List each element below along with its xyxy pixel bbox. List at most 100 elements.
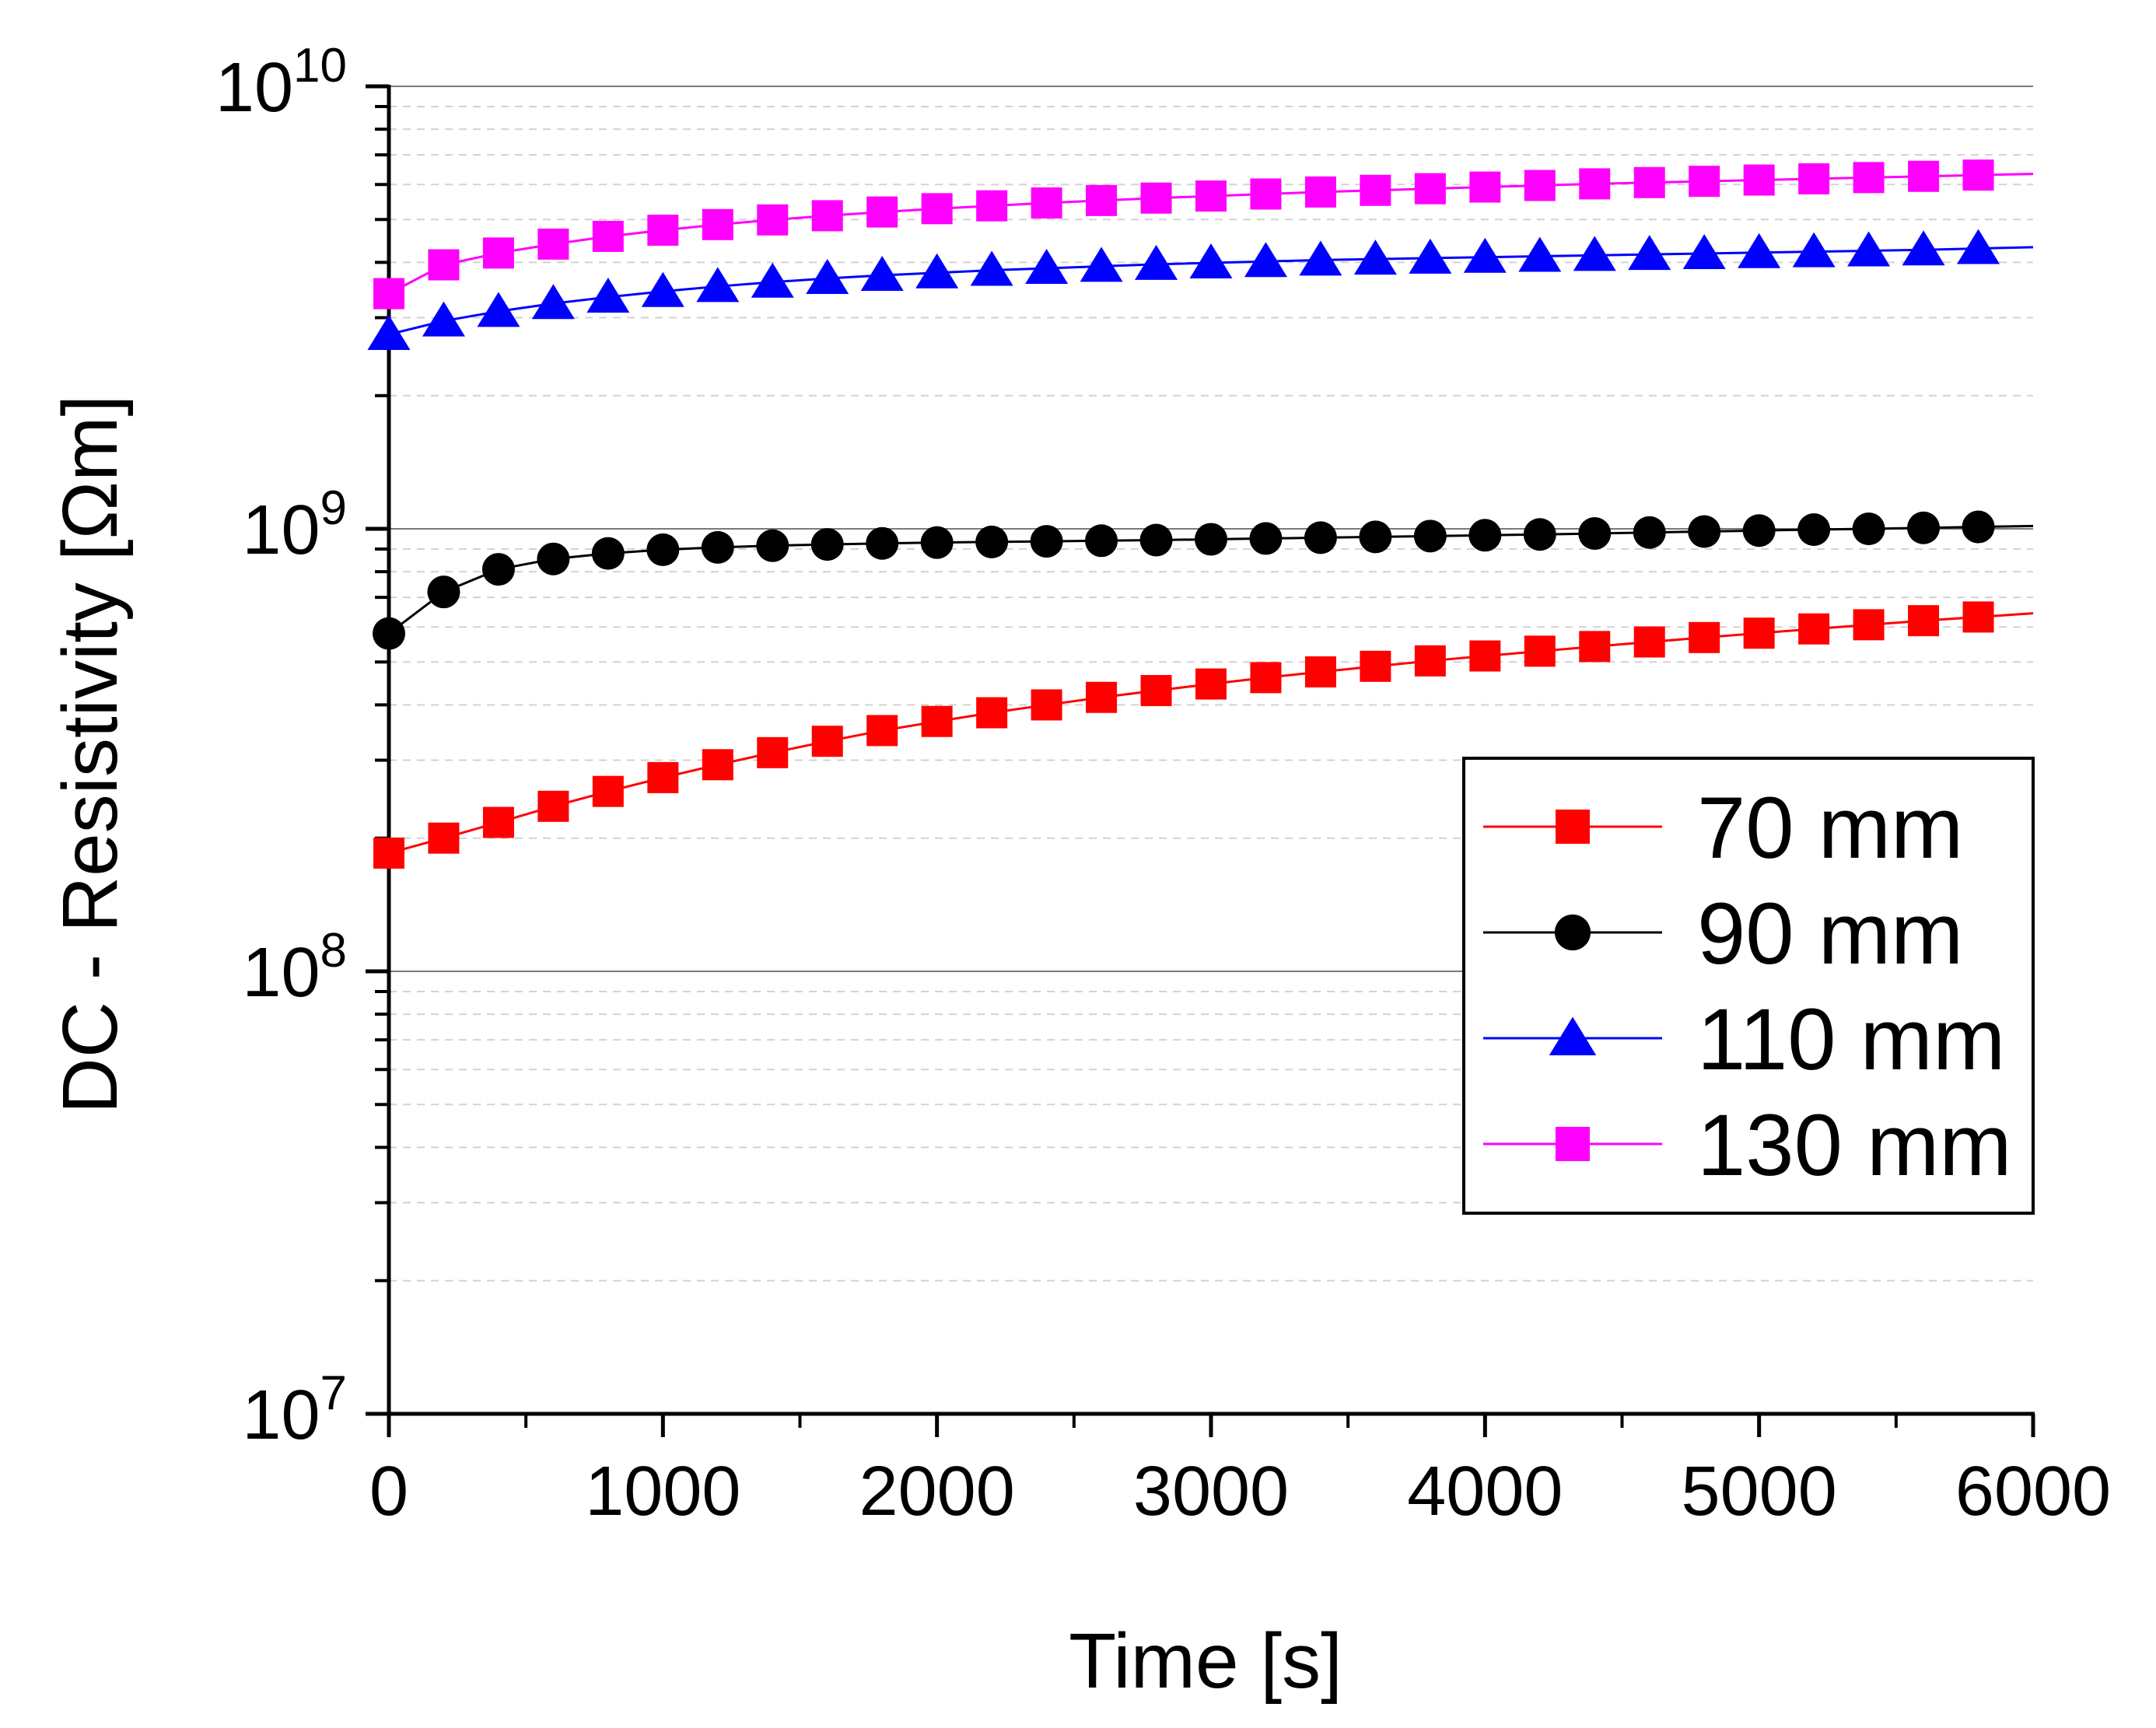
data-point: [860, 256, 904, 292]
data-point: [1353, 240, 1397, 275]
data-point: [975, 525, 1009, 558]
data-point: [1908, 160, 1940, 192]
data-point: [1688, 515, 1721, 548]
data-point: [811, 200, 843, 232]
x-tick-label: 4000: [1407, 1453, 1563, 1530]
data-point: [1304, 521, 1337, 554]
data-point: [1852, 512, 1885, 545]
tick-labels: 0 1000 2000 3000 4000 5000 6000 107 108 109 1010: [215, 39, 2111, 1530]
data-point: [1847, 231, 1891, 267]
data-point: [976, 190, 1008, 222]
data-point: [702, 208, 733, 240]
data-point: [1140, 674, 1172, 706]
data-point: [1524, 635, 1556, 667]
data-point: [1031, 187, 1062, 219]
data-point: [1962, 601, 1994, 633]
legend-marker: [1554, 914, 1591, 951]
data-point: [1299, 240, 1342, 276]
data-point: [757, 736, 789, 768]
data-point: [702, 749, 733, 781]
data-point: [1304, 176, 1336, 208]
data-point: [1628, 235, 1671, 271]
data-point: [1413, 519, 1447, 553]
data-point: [915, 253, 959, 289]
data-point: [1195, 523, 1227, 556]
data-point: [1908, 605, 1940, 637]
data-point: [696, 267, 740, 303]
data-point: [1518, 236, 1562, 272]
data-point: [646, 533, 680, 566]
data-point: [1469, 640, 1501, 672]
data-point: [1853, 162, 1885, 194]
data-point: [1360, 174, 1391, 206]
data-point: [1414, 645, 1446, 677]
data-point: [1738, 233, 1781, 268]
data-point: [1962, 159, 1994, 191]
data-point: [1250, 662, 1282, 694]
data-point: [1409, 238, 1452, 274]
data-point: [1792, 232, 1836, 268]
y-tick-label: 1010: [215, 39, 347, 127]
legend-label: 110 mm: [1697, 991, 2005, 1088]
data-point: [373, 837, 404, 869]
data-point: [477, 292, 520, 327]
data-point: [1189, 243, 1233, 279]
data-point: [592, 220, 624, 252]
data-point: [1957, 229, 2000, 264]
x-axis-title: Time [s]: [1069, 1618, 1342, 1705]
data-point: [1140, 182, 1172, 214]
data-point: [1633, 166, 1665, 198]
y-tick-label: 108: [242, 924, 347, 1012]
data-point: [373, 278, 404, 310]
data-point: [1030, 525, 1063, 558]
data-point: [756, 529, 789, 562]
data-point: [1797, 512, 1831, 546]
data-point: [1633, 626, 1665, 658]
data-series: [367, 159, 2034, 869]
data-point: [531, 284, 575, 320]
data-point: [976, 697, 1008, 729]
data-point: [427, 575, 460, 609]
data-point: [751, 262, 794, 298]
data-point: [1689, 166, 1720, 198]
y-tick-label: 107: [242, 1366, 347, 1454]
data-point: [1304, 656, 1336, 687]
data-point: [1135, 244, 1178, 280]
legend-label: 130 mm: [1697, 1097, 2012, 1194]
data-point: [866, 526, 899, 560]
data-point: [1469, 171, 1501, 203]
data-point: [428, 249, 460, 281]
data-point: [1853, 609, 1885, 641]
x-tick-label: 0: [369, 1453, 408, 1530]
data-point: [1249, 522, 1283, 555]
data-point: [1689, 621, 1720, 653]
data-point: [422, 301, 465, 337]
data-point: [647, 215, 679, 247]
x-tick-label: 3000: [1133, 1453, 1289, 1530]
data-point: [592, 775, 624, 807]
data-point: [591, 537, 625, 570]
data-point: [1468, 519, 1502, 552]
data-point: [1463, 237, 1507, 273]
data-point: [482, 806, 514, 838]
data-point: [1962, 510, 1995, 544]
y-tick-label: 109: [242, 481, 347, 569]
y-axis-title: DC - Resistivity [Ωm]: [47, 395, 134, 1114]
data-point: [647, 761, 679, 793]
data-point: [1907, 511, 1941, 544]
data-point: [1578, 517, 1612, 551]
data-point: [1085, 524, 1118, 558]
data-point: [537, 542, 570, 575]
x-tick-label: 6000: [1955, 1453, 2111, 1530]
data-point: [1743, 617, 1775, 649]
data-point: [1798, 613, 1830, 645]
data-point: [1743, 164, 1775, 196]
x-tick-label: 2000: [859, 1453, 1015, 1530]
data-point: [367, 315, 411, 351]
data-point: [866, 715, 898, 747]
data-point: [701, 530, 734, 564]
data-point: [866, 196, 898, 228]
x-tick-label: 5000: [1682, 1453, 1837, 1530]
data-point: [1524, 170, 1556, 201]
